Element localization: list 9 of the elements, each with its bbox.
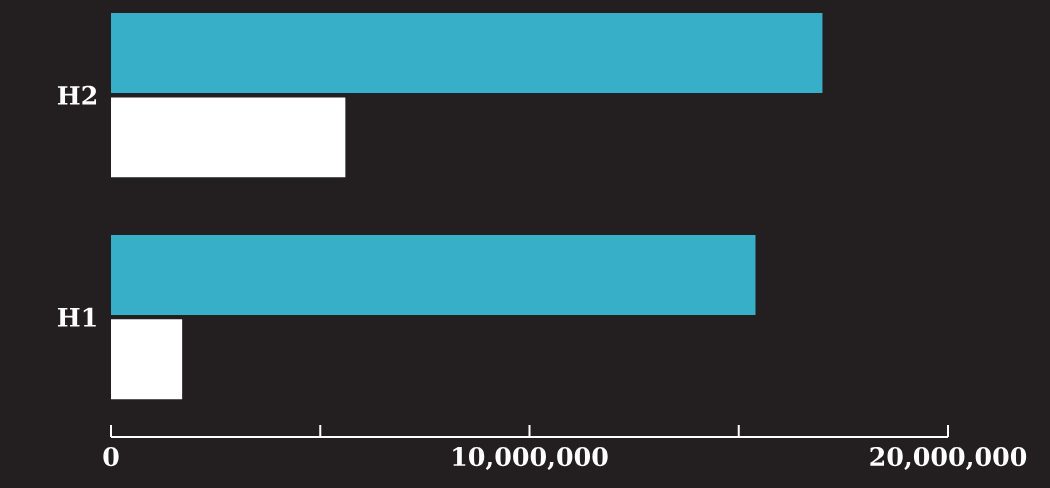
bar <box>111 97 346 178</box>
x-tick-label: 0 <box>103 447 119 467</box>
bar <box>111 13 823 93</box>
y-tick-label: H1 <box>57 307 96 327</box>
bar <box>111 235 756 315</box>
x-tick-label: 20,000,000 <box>870 447 1027 471</box>
y-tick-label: H2 <box>57 85 97 105</box>
bar <box>111 319 183 400</box>
x-tick-label: 10,000,000 <box>453 447 608 471</box>
